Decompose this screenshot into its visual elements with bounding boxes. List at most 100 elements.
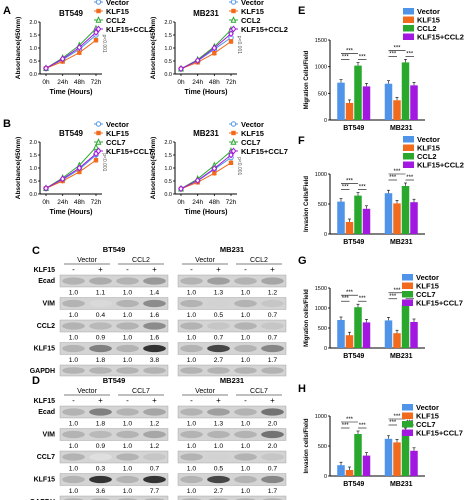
line-chart-b-mb231: MB231 0.0 0.5 1.0 1.5 2.0 0h 24h 48h 72h Time (Hou…: [150, 120, 288, 216]
chart-title: MB231: [193, 129, 219, 138]
quant-value: 2.7: [214, 357, 224, 364]
quant-value: 0.5: [214, 466, 224, 473]
legend-swatch: [403, 16, 414, 23]
bar-klf15: [345, 102, 354, 120]
blot-strip: [177, 274, 287, 288]
blot-strip: [177, 405, 287, 419]
sig-label: ***: [393, 288, 401, 294]
y-tick-label: 1.0: [164, 166, 172, 172]
quant-value: 1.0: [123, 312, 133, 319]
sig-label: ***: [359, 423, 367, 429]
y-tick-label: 0: [324, 346, 327, 352]
quant-value: 0.7: [214, 335, 224, 342]
sig-label: ***: [346, 417, 354, 423]
y-axis-label: Migration cells/Field: [304, 289, 310, 347]
category-label: BT549: [343, 353, 364, 360]
y-tick-label: 0.0: [29, 192, 37, 198]
bar-klf15: [393, 203, 401, 234]
blot-strip: [177, 495, 287, 500]
protein-band: [180, 367, 203, 374]
protein-band: [180, 453, 203, 461]
legend-swatch: [402, 299, 413, 306]
series-line-ccl7: [45, 146, 97, 189]
protein-band: [261, 430, 284, 439]
quant-value: 0.3: [96, 466, 106, 473]
protein-band: [62, 453, 85, 461]
legend-label: KLF15: [106, 7, 129, 16]
protein-band: [180, 322, 203, 330]
y-tick-label: 0.5: [164, 179, 172, 185]
x-tick-label: 24h: [57, 79, 68, 86]
legend-swatch: [403, 153, 414, 160]
legend-swatch: [402, 412, 413, 419]
sig-label: ***: [389, 294, 397, 300]
blot-strip: [59, 450, 169, 464]
x-axis-label: Time (Hours): [184, 209, 227, 216]
sig-label: ***: [406, 175, 414, 181]
protein-label: VIM: [43, 301, 56, 308]
quant-value: 1.0: [123, 421, 133, 428]
quant-value: 1.0: [123, 488, 133, 495]
legend-label: Vector: [417, 7, 440, 16]
blot-strip: [177, 450, 287, 464]
sig-label: ***: [389, 420, 397, 426]
bar-klf15: [393, 442, 401, 476]
bar-ccl7: [401, 304, 410, 348]
data-point: [228, 30, 234, 38]
x-axis-label: Time (Hours): [184, 89, 227, 96]
legend-label: Vector: [106, 120, 129, 129]
protein-band: [261, 475, 284, 484]
quant-value: 0.5: [214, 312, 224, 319]
protein-label: GAPDH: [30, 368, 55, 375]
quant-value: 1.1: [96, 290, 106, 297]
bar-vector: [384, 438, 393, 476]
bar-ccl7: [354, 307, 362, 348]
legend-label: Vector: [241, 0, 264, 7]
quant-value: 1.0: [241, 335, 251, 342]
legend-label: Vector: [416, 403, 439, 412]
data-point: [178, 65, 184, 73]
protein-label: Ecad: [38, 278, 55, 285]
lane-sign: -: [244, 265, 247, 274]
legend-label: Vector: [241, 120, 264, 129]
quant-value: 1.3: [214, 421, 224, 428]
legend-label: KLF15+CCL2: [106, 25, 153, 34]
legend-swatch: [403, 33, 414, 40]
data-point: [93, 28, 99, 36]
protein-band: [62, 408, 85, 416]
blot-strip: [59, 495, 169, 500]
quant-value: 1.6: [150, 312, 160, 319]
protein-band: [234, 453, 257, 461]
blot-strip: [177, 428, 287, 441]
vector-label: Vector: [77, 257, 98, 264]
legend-marker: [230, 25, 237, 33]
cell-line-label: MB231: [220, 376, 244, 385]
quant-value: 1.0: [123, 335, 133, 342]
y-tick-label: 0.5: [164, 59, 172, 65]
blot-strip: [59, 342, 169, 355]
y-tick-label: 1500: [315, 38, 327, 44]
protein-band: [89, 322, 112, 330]
protein-band: [180, 277, 203, 285]
protein-band: [261, 344, 284, 353]
quant-value: 1.0: [241, 357, 251, 364]
klf15-row-label: KLF15: [34, 267, 56, 274]
p-value-label: p<0.001: [101, 153, 107, 171]
quant-value: 0.7: [268, 335, 278, 342]
protein-band: [62, 430, 85, 439]
legend-label: KLF15+CCL7: [106, 147, 153, 156]
protein-band: [261, 277, 284, 285]
legend-swatch: [402, 429, 413, 436]
data-point: [43, 64, 49, 72]
legend-label: CCL7: [241, 138, 261, 147]
blot-strip: [59, 297, 169, 310]
quant-value: 1.0: [187, 488, 197, 495]
legend-label: KLF15: [241, 7, 264, 16]
legend-marker: [95, 121, 102, 127]
category-label: MB231: [390, 125, 413, 132]
protein-band: [180, 408, 203, 416]
legend-label: KLF15: [416, 282, 439, 291]
y-tick-label: 500: [318, 202, 327, 208]
legend-label: KLF15: [416, 412, 439, 421]
